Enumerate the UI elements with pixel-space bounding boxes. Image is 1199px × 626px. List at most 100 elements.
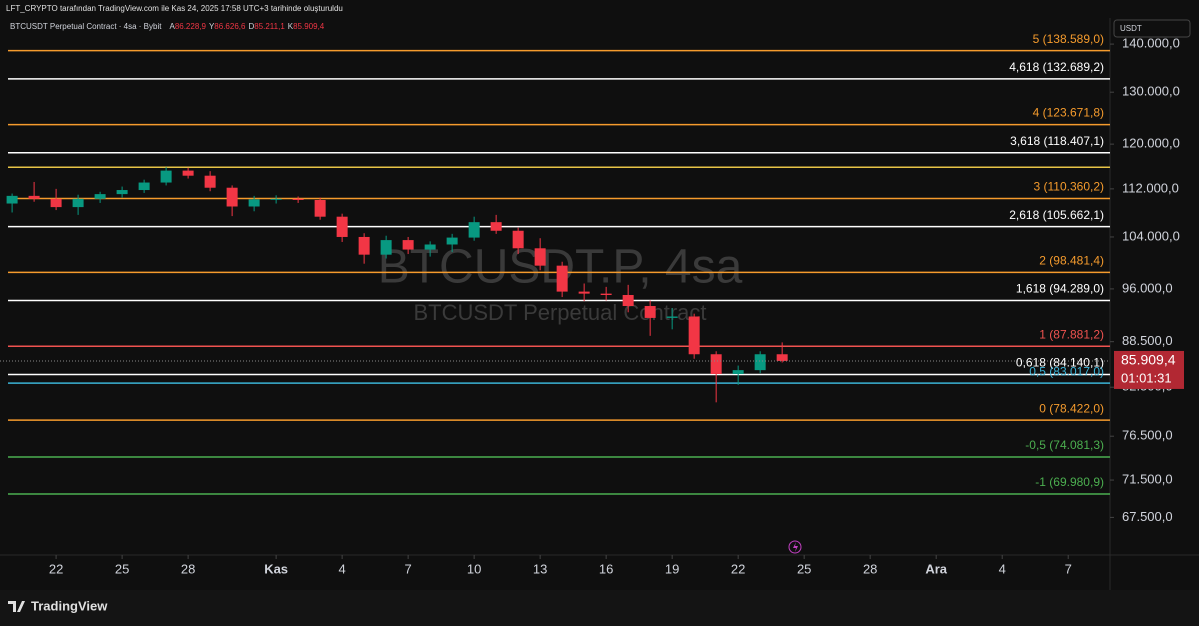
x-tick-label: 22 — [49, 561, 63, 576]
y-tick-label: 71.500,0 — [1122, 471, 1173, 486]
fib-label: 0 (78.422,0) — [1039, 401, 1104, 415]
fib-label: 1 (87.881,2) — [1039, 327, 1104, 341]
candle-body — [336, 216, 348, 237]
x-tick-label: Ara — [925, 561, 947, 576]
x-tick-label: 25 — [115, 561, 129, 576]
y-tick-label: 76.500,0 — [1122, 428, 1173, 443]
candle-body — [358, 236, 370, 255]
x-tick-label: 16 — [599, 561, 613, 576]
candle-body — [754, 354, 766, 371]
x-tick-label: 25 — [797, 561, 811, 576]
brand: TradingView — [8, 598, 108, 613]
fib-label: 2 (98.481,4) — [1039, 254, 1104, 268]
x-tick-label: 7 — [1065, 561, 1072, 576]
ohlc-key: K — [288, 22, 294, 31]
candle-body — [468, 222, 480, 238]
candle-body — [600, 293, 612, 296]
y-tick-label: 88.500,0 — [1122, 333, 1173, 348]
candle-body — [732, 370, 744, 374]
fib-label: -0,5 (74.081,3) — [1025, 438, 1104, 452]
candle-body — [182, 170, 194, 176]
candle-body — [446, 237, 458, 245]
candle-body — [72, 198, 84, 208]
x-tick-label: 7 — [405, 561, 412, 576]
candle-body — [490, 222, 502, 231]
candle-body — [556, 265, 568, 292]
fib-label: 1,618 (94.289,0) — [1016, 282, 1104, 296]
currency-button[interactable]: USDT — [1113, 19, 1191, 38]
plot — [0, 49, 1110, 495]
candle-body — [116, 190, 128, 195]
button-frame[interactable] — [1113, 19, 1191, 38]
candle-body — [424, 244, 436, 250]
created-by: LFT_CRYPTO tarafından TradingView.com il… — [6, 4, 343, 13]
candle-body — [534, 248, 546, 266]
watermark-subtitle: BTCUSDT Perpetual Contract — [413, 300, 706, 325]
fib-label: -1 (69.980,9) — [1035, 475, 1104, 489]
x-tick-label: 22 — [731, 561, 745, 576]
x-tick-label: 13 — [533, 561, 547, 576]
price-label: 85.909,4 — [1121, 352, 1176, 368]
price-countdown: 01:01:31 — [1121, 370, 1172, 385]
x-tick-label: 10 — [467, 561, 481, 576]
candle-body — [204, 175, 216, 188]
candle-body — [248, 199, 260, 207]
candle-body — [314, 199, 326, 217]
y-tick-label: 104.000,0 — [1122, 228, 1180, 243]
fib-label: 4,618 (132.689,2) — [1009, 60, 1104, 74]
x-tick-label: Kas — [264, 561, 288, 576]
ohlc-value: 85.211,1 — [254, 22, 285, 31]
footer — [0, 590, 1199, 626]
y-tick-label: 67.500,0 — [1122, 509, 1173, 524]
candle-body — [50, 198, 62, 208]
candle-body — [688, 316, 700, 355]
ohlc-value: 85.909,4 — [293, 22, 325, 31]
candle-body — [226, 187, 238, 207]
x-tick-label: 28 — [863, 561, 877, 576]
candle-body — [402, 240, 414, 250]
candle-body — [160, 170, 172, 183]
candle-body — [622, 295, 634, 307]
fib-label: 0,5 (83.017,0) — [1029, 364, 1104, 378]
fib-label: 2,618 (105.662,1) — [1009, 208, 1104, 222]
candle-body — [28, 195, 40, 199]
candle-body — [512, 230, 524, 249]
candle-body — [710, 354, 722, 374]
ohlc-key: D — [248, 22, 254, 31]
x-tick-label: 4 — [999, 561, 1006, 576]
candle-body — [666, 316, 678, 318]
candle-body — [380, 240, 392, 255]
y-tick-label: 120.000,0 — [1122, 136, 1180, 151]
button-label[interactable]: USDT — [1120, 24, 1142, 33]
y-tick-label: 112.000,0 — [1122, 180, 1179, 195]
price-box — [1114, 350, 1184, 389]
candle-body — [644, 306, 656, 318]
icon-circle[interactable] — [788, 540, 802, 554]
ohlc-value: 86.626,6 — [214, 22, 246, 31]
x-tick-label: 28 — [181, 561, 195, 576]
y-tick-label: 130.000,0 — [1122, 84, 1180, 99]
brand-name: TradingView — [31, 598, 108, 613]
x-tick-label: 19 — [665, 561, 679, 576]
icon-bolt[interactable] — [793, 542, 798, 552]
candle-body — [292, 198, 304, 200]
ohlc-value: 86.228,9 — [175, 22, 207, 31]
fib-label: 5 (138.589,0) — [1033, 32, 1104, 46]
brand-logo — [8, 601, 25, 612]
fib-label: 4 (123.671,8) — [1033, 106, 1104, 120]
candle-body — [270, 198, 282, 200]
ohlc-key: Y — [209, 22, 215, 31]
candle-body — [578, 291, 590, 294]
fib-label: 3,618 (118.407,1) — [1010, 134, 1104, 148]
fib-label: 0,618 (84.140,1) — [1016, 356, 1104, 370]
candle-body — [94, 194, 106, 199]
alert-icon[interactable] — [788, 540, 802, 554]
candle-body — [776, 354, 788, 361]
fib-label: 3 (110.360,2) — [1034, 180, 1105, 194]
y-tick-label: 140.000,0 — [1122, 36, 1180, 51]
symbol: BTCUSDT Perpetual Contract · 4sa · Bybit — [10, 22, 162, 31]
x-tick-label: 4 — [339, 561, 346, 576]
ohlc-key: A — [169, 22, 175, 31]
